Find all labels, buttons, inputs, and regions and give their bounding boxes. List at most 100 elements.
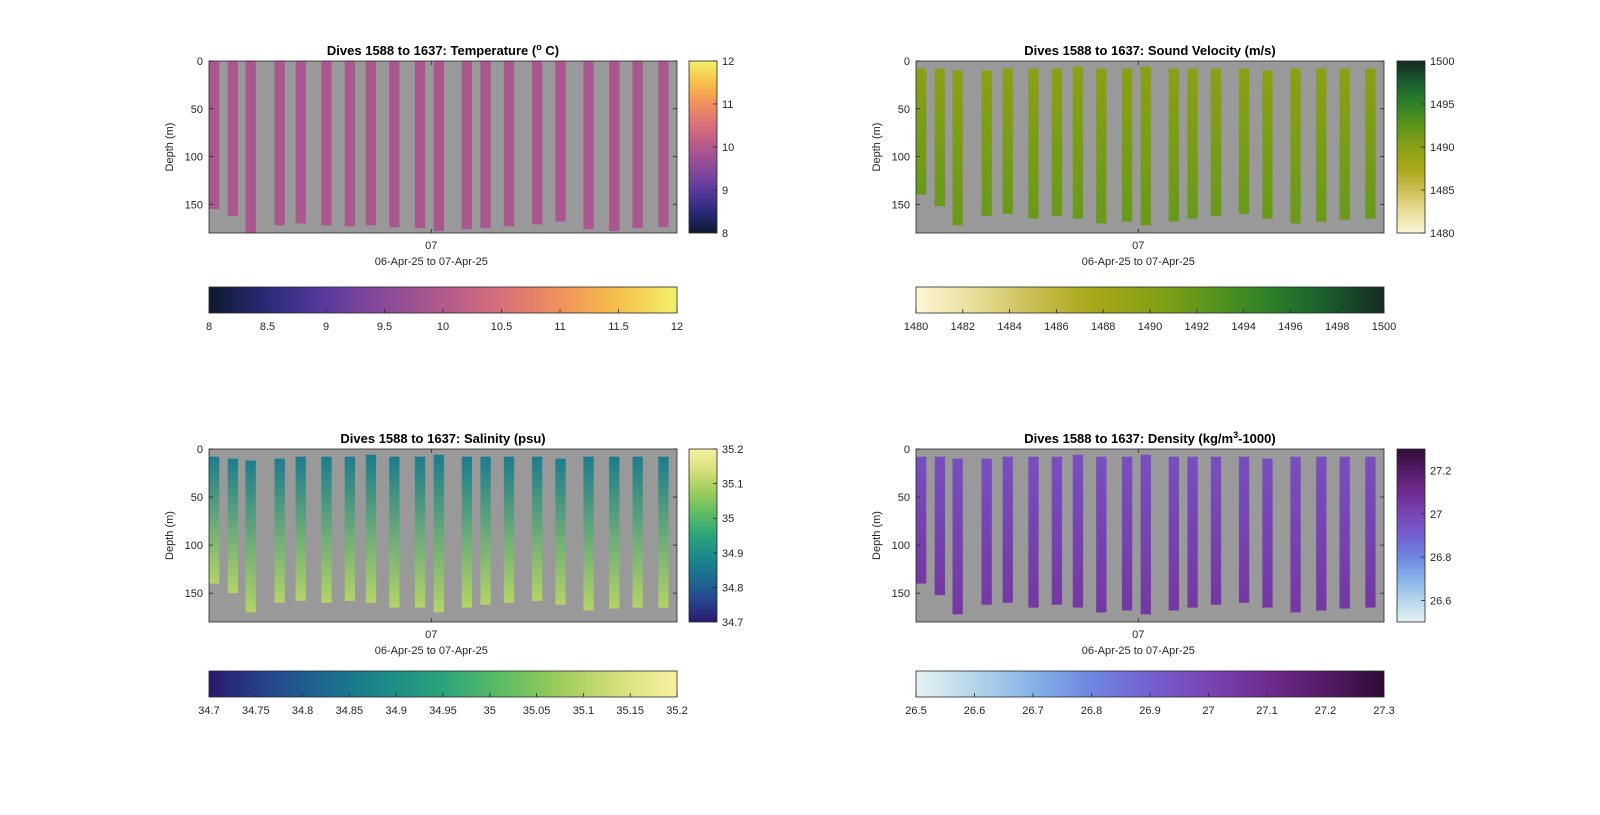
dive-cast — [1238, 456, 1250, 603]
dive-cast — [555, 61, 566, 222]
bottom-colorbar-label: 1492 — [1185, 321, 1209, 333]
dive-cast — [555, 458, 566, 605]
side-colorbar-label: 1490 — [1430, 142, 1454, 154]
side-colorbar-label: 26.6 — [1430, 595, 1451, 607]
side-colorbar — [688, 60, 718, 234]
dive-cast — [1187, 68, 1198, 219]
dive-cast — [365, 454, 377, 603]
bottom-colorbar-label: 35.15 — [616, 705, 644, 717]
dive-cast — [1096, 68, 1107, 224]
dive-cast — [461, 61, 473, 230]
side-colorbar-label: 11 — [722, 99, 733, 111]
dive-cast — [1002, 456, 1013, 603]
dive-cast — [1316, 68, 1327, 222]
side-colorbar-label: 34.8 — [722, 582, 743, 594]
dive-cast — [1168, 456, 1180, 611]
dive-cast — [1187, 456, 1198, 608]
dive-cast — [295, 61, 306, 224]
x-axis-label: 06-Apr-25 to 07-Apr-25 — [375, 645, 488, 657]
y-tick-label: 0 — [904, 444, 910, 456]
side-colorbar-label: 35.2 — [722, 444, 743, 456]
dive-cast — [1365, 68, 1376, 219]
bottom-colorbar-label: 34.9 — [385, 705, 406, 717]
bottom-colorbar-label: 27.2 — [1315, 705, 1336, 717]
dive-cast — [1096, 456, 1107, 613]
dive-cast — [321, 61, 332, 226]
side-colorbar-label: 35.1 — [722, 479, 743, 491]
y-axis-label: Depth (m) — [871, 511, 883, 560]
y-tick-label: 50 — [898, 492, 910, 504]
dive-cast — [1339, 68, 1350, 220]
dive-cast — [952, 458, 963, 615]
dive-cast — [274, 458, 285, 603]
dive-cast — [1316, 456, 1327, 611]
bottom-colorbar-label: 1482 — [951, 321, 975, 333]
y-tick-label: 0 — [197, 56, 203, 68]
bottom-colorbar-label: 35.2 — [666, 705, 687, 717]
bottom-colorbar-label: 1488 — [1091, 321, 1115, 333]
bottom-colorbar-label: 27.3 — [1373, 705, 1394, 717]
y-tick-label: 100 — [185, 152, 203, 164]
dive-cast — [389, 456, 400, 608]
bottom-colorbar — [915, 670, 1385, 698]
bottom-colorbar-label: 34.85 — [336, 705, 364, 717]
x-tick-label: 07 — [425, 629, 437, 641]
y-tick-label: 150 — [185, 199, 203, 211]
bottom-colorbar-label: 11.5 — [608, 321, 629, 333]
dive-cast — [1339, 456, 1350, 609]
side-colorbar-label: 27 — [1430, 509, 1442, 521]
axes-box — [915, 60, 1385, 234]
dive-cast — [632, 456, 643, 608]
dive-cast — [274, 61, 285, 226]
bottom-colorbar-label: 1480 — [904, 321, 928, 333]
dive-cast — [1238, 68, 1250, 214]
y-tick-label: 100 — [185, 540, 203, 552]
y-tick-label: 100 — [892, 152, 910, 164]
dive-cast — [1140, 66, 1151, 226]
side-colorbar-label: 12 — [722, 56, 734, 68]
dive-cast — [531, 456, 543, 601]
x-tick-label: 07 — [1132, 629, 1144, 641]
side-colorbar — [688, 448, 718, 623]
dive-cast — [227, 61, 239, 216]
side-colorbar-label: 34.7 — [722, 617, 743, 629]
dive-cast — [344, 61, 356, 227]
bottom-colorbar-label: 34.7 — [198, 705, 219, 717]
y-tick-label: 50 — [191, 104, 203, 116]
dive-cast — [365, 61, 377, 226]
dive-cast — [414, 61, 426, 229]
bottom-colorbar-label: 1486 — [1044, 321, 1068, 333]
dive-cast — [583, 61, 594, 230]
bottom-colorbar-label: 35.05 — [523, 705, 551, 717]
dive-cast — [1121, 456, 1133, 611]
dive-cast — [1168, 68, 1180, 222]
y-tick-label: 150 — [892, 199, 910, 211]
dive-cast — [209, 61, 220, 210]
dive-cast — [1002, 68, 1013, 214]
chart-title: Dives 1588 to 1637: Sound Velocity (m/s) — [1024, 43, 1275, 58]
dive-cast — [981, 70, 992, 216]
dive-cast — [1028, 68, 1039, 219]
dive-cast — [632, 61, 643, 229]
dive-cast — [1365, 456, 1376, 608]
dive-cast — [1290, 68, 1301, 224]
bottom-colorbar-label: 27 — [1202, 705, 1214, 717]
y-axis-label: Depth (m) — [871, 123, 883, 172]
y-tick-label: 150 — [892, 588, 910, 600]
dive-cast — [433, 61, 444, 232]
y-tick-label: 100 — [892, 540, 910, 552]
bottom-colorbar-label: 10.5 — [491, 321, 512, 333]
y-axis-label: Depth (m) — [164, 511, 176, 560]
side-colorbar-label: 27.2 — [1430, 466, 1451, 478]
dive-cast — [321, 456, 332, 603]
dive-cast — [209, 456, 220, 584]
side-colorbar-label: 26.8 — [1430, 552, 1451, 564]
dive-cast — [227, 458, 239, 594]
dive-cast — [1210, 68, 1222, 216]
y-axis-label: Depth (m) — [164, 123, 176, 172]
dive-cast — [461, 456, 473, 608]
dive-cast — [934, 456, 946, 596]
